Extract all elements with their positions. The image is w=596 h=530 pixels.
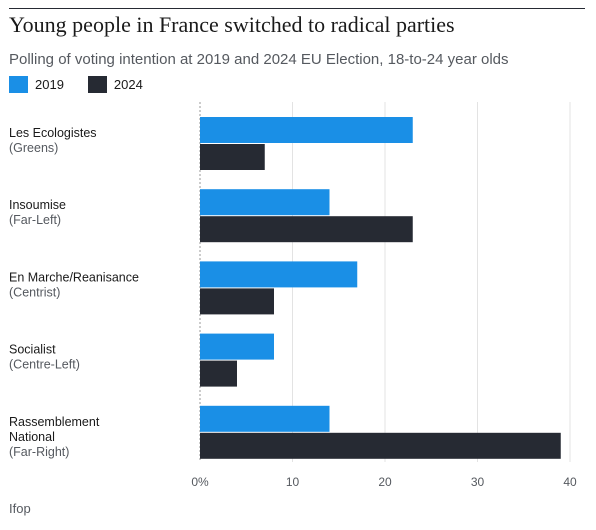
chart-subtitle: Polling of voting intention at 2019 and … xyxy=(9,51,509,68)
category-label: Rassemblement xyxy=(9,415,100,429)
legend-label-2019: 2019 xyxy=(35,77,64,92)
bar-2024-3 xyxy=(200,360,237,387)
category-sublabel: (Centre-Left) xyxy=(9,358,80,372)
x-tick-label: 30 xyxy=(471,475,485,489)
bar-2019-0 xyxy=(200,117,413,143)
x-tick-label: 0% xyxy=(191,475,209,489)
x-tick-label: 20 xyxy=(378,475,392,489)
legend-label-2024: 2024 xyxy=(113,77,143,92)
category-sublabel: (Far-Left) xyxy=(9,213,61,227)
bar-2019-3 xyxy=(200,333,274,360)
bar-2019-2 xyxy=(200,261,358,288)
x-tick-label: 10 xyxy=(286,475,300,489)
bar-2024-1 xyxy=(200,216,413,243)
chart-title: Young people in France switched to radic… xyxy=(9,12,455,37)
top-rule xyxy=(9,8,585,9)
legend-swatch-2019 xyxy=(9,76,28,93)
bar-2019-4 xyxy=(200,405,330,432)
category-sublabel: (Far-Right) xyxy=(9,445,69,459)
bar-2024-0 xyxy=(200,144,265,170)
category-label: Socialist xyxy=(9,343,56,357)
x-tick-label: 40 xyxy=(563,475,577,489)
category-label: En Marche/Reanisance xyxy=(9,270,139,284)
category-label: Insoumise xyxy=(9,198,66,212)
bar-2019-1 xyxy=(200,189,330,216)
bar-2024-4 xyxy=(200,432,561,459)
category-label: National xyxy=(9,430,55,444)
source-note: Ifop xyxy=(9,501,31,516)
legend-swatch-2024 xyxy=(87,76,107,93)
bar-2024-2 xyxy=(200,288,274,315)
legend-item-2024: 2024 xyxy=(87,76,143,93)
category-sublabel: (Greens) xyxy=(9,141,58,155)
category-label: Les Ecologistes xyxy=(9,126,97,140)
category-sublabel: (Centrist) xyxy=(9,285,60,299)
chart-legend: 2019 2024 xyxy=(9,76,167,93)
legend-item-2019: 2019 xyxy=(9,76,64,93)
